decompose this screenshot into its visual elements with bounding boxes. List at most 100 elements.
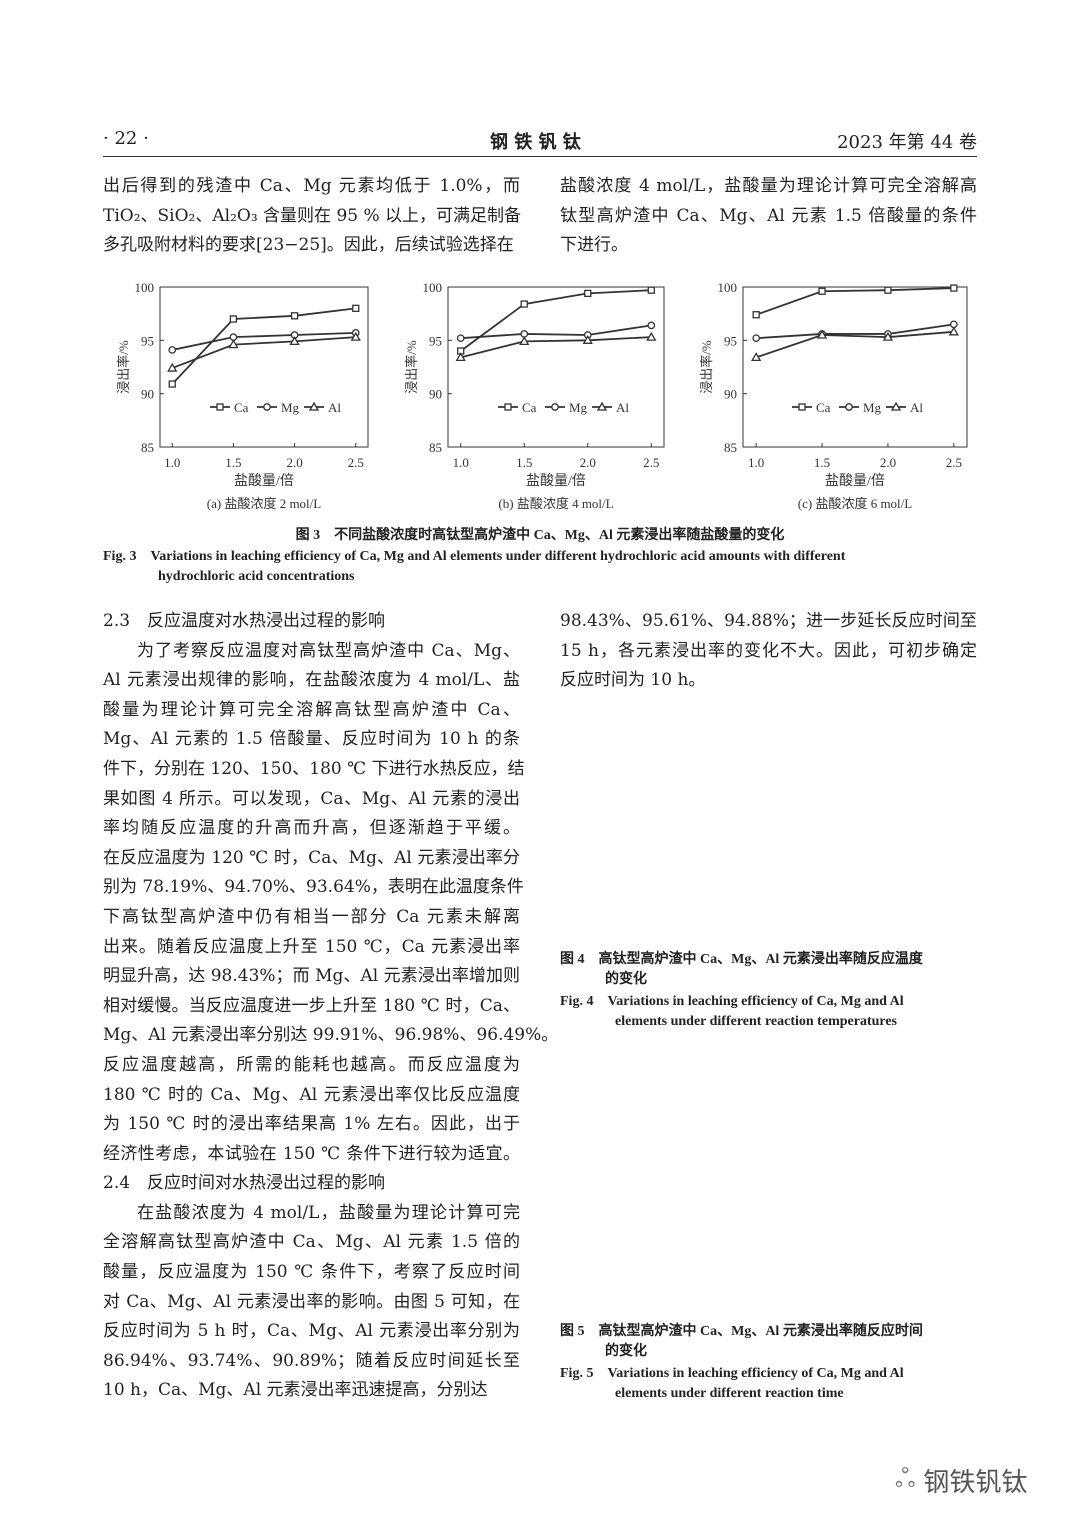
fig3-caption-en: Fig. 3 Variations in leaching efficiency… (103, 549, 846, 564)
y-tick-label: 95 (141, 333, 154, 348)
text-line: 件下，分别在 120、150、180 ℃ 下进行水热反应，结 (103, 758, 525, 779)
fig5-caption-en: Fig. 5 Variations in leaching efficiency… (560, 1366, 904, 1381)
legend-marker-mg (551, 403, 559, 411)
legend-marker-mg (845, 403, 853, 411)
fig4-caption-cn-2: 的变化 (605, 972, 647, 987)
data-point-al (350, 331, 361, 341)
series-line-ca (460, 289, 652, 352)
data-point-al (519, 336, 530, 346)
series-line-al (755, 330, 954, 359)
x-tick-label: 1.0 (453, 455, 469, 470)
legend-label: Al (616, 400, 629, 415)
data-point-ca (584, 289, 592, 298)
text-line: Al 元素浸出规律的影响，在盐酸浓度为 4 mol/L、盐 (103, 670, 520, 691)
x-tick-label: 2.0 (286, 455, 302, 470)
journal-title: 钢 铁 钒 钛 (490, 132, 581, 153)
series-line-mg (460, 324, 652, 340)
data-point-al (228, 339, 239, 349)
y-tick-label: 85 (724, 440, 737, 455)
text-line: 反应时间为 5 h 时，Ca、Mg、Al 元素浸出率分别为 (103, 1321, 520, 1342)
right-column-top: 盐酸浓度 4 mol/L，盐酸量为理论计算可完全溶解高 钛型高炉渣中 Ca、Mg、… (560, 172, 977, 261)
text-line: Mg、Al 元素的 1.5 倍酸量、反应时间为 10 h 的条 (103, 729, 520, 750)
chart-title: (c) 盐酸浓度 6 mol/L (798, 496, 913, 511)
text-line: 下进行。 (560, 235, 628, 256)
data-point-mg (168, 346, 177, 354)
text-line: 对 Ca、Mg、Al 元素浸出率的影响。由图 5 可知，在 (103, 1291, 520, 1312)
text-line: 钛型高炉渣中 Ca、Mg、Al 元素 1.5 倍酸量的条件 (560, 205, 977, 226)
header-rule (103, 156, 977, 157)
text-line: 2.4 反应时间对水热浸出过程的影响 (103, 1173, 386, 1194)
legend-label: Al (328, 400, 341, 415)
x-tick-label: 1.0 (748, 455, 764, 470)
data-point-ca (290, 312, 299, 320)
text-line: 酸量，反应温度为 150 ℃ 条件下，考察了反应时间 (103, 1262, 520, 1283)
legend-marker-ca (798, 403, 806, 411)
y-tick-label: 100 (718, 280, 738, 295)
chart-title: (b) 盐酸浓度 4 mol/L (498, 496, 613, 511)
legend-marker-mg (263, 403, 271, 411)
x-tick-label: 2.0 (880, 455, 896, 470)
left-column-top: 出后得到的残渣中 Ca、Mg 元素均低于 1.0%，而 TiO₂、SiO₂、Al₂… (103, 172, 522, 261)
data-point-al (455, 352, 466, 362)
data-point-ca (950, 284, 958, 292)
legend-marker-ca (504, 403, 512, 411)
text-line: 多孔吸附材料的要求[23−25]。因此，后续试验选择在 (103, 235, 514, 256)
fig4-caption-cn: 图 4 高钛型高炉渣中 Ca、Mg、Al 元素浸出率随反应温度 (560, 952, 923, 967)
x-tick-label: 1.0 (164, 455, 180, 470)
y-axis-label: 浸出率/% (404, 340, 419, 394)
chart-0: 85 90 95 100 1.0 1.5 2.0 2.5 盐酸量/倍 浸出率/% (a) 盐酸浓度 … (116, 280, 369, 511)
data-point-ca (229, 315, 238, 323)
data-point-ca (168, 380, 176, 388)
text-line: 86.94%、93.74%、90.89%；随着反应时间延长至 (103, 1350, 520, 1371)
text-line: 酸量为理论计算可完全溶解高钛型高炉渣中 Ca、 (103, 699, 520, 720)
data-point-al (167, 362, 178, 372)
figure-3: 85 90 95 100 1.0 1.5 2.0 2.5 盐酸量/倍 浸出率/% (a) 盐酸浓度 … (116, 280, 968, 511)
x-tick-label: 1.5 (225, 455, 241, 470)
fig5-caption-en-2: elements under different reaction time (615, 1386, 844, 1401)
issue-info: 2023 年第 44 卷 (837, 132, 977, 153)
text-line: 98.43%、95.61%、94.88%；进一步延长反应时间至 (560, 611, 977, 631)
legend-label: Ca (522, 400, 537, 415)
legend-label: Al (910, 400, 923, 415)
text-line: 果如图 4 所示。可以发现，Ca、Mg、Al 元素的浸出 (103, 788, 520, 809)
data-point-ca (752, 311, 760, 319)
data-point-al (582, 335, 593, 344)
legend-label: Ca (816, 400, 831, 415)
y-tick-label: 90 (724, 387, 737, 402)
fig5-caption-cn: 图 5 高钛型高炉渣中 Ca、Mg、Al 元素浸出率随反应时间 (560, 1324, 923, 1339)
fig5-caption-cn-2: 的变化 (605, 1344, 647, 1359)
data-point-ca (352, 304, 360, 312)
text-line: 相对缓慢。当反应温度进一步上升至 180 ℃ 时，Ca、 (103, 995, 520, 1016)
data-point-mg (752, 334, 761, 343)
data-point-mg (456, 334, 465, 343)
left-column-body: 2.3 反应温度对水热浸出过程的影响 为了考察反应温度对高钛型高炉渣中 Ca、Mg… (103, 607, 558, 1406)
right-column-body: 98.43%、95.61%、94.88%；进一步延长反应时间至 15 h，各元素浸… (560, 607, 977, 696)
x-tick-label: 2.5 (946, 455, 962, 470)
data-point-al (751, 352, 762, 362)
data-point-al (289, 336, 300, 346)
data-point-mg (647, 321, 656, 330)
chart-title: (a) 盐酸浓度 2 mol/L (207, 496, 322, 511)
legend-marker-al (596, 401, 608, 411)
series-line-ca (755, 287, 954, 316)
y-tick-label: 85 (141, 440, 154, 455)
text-line: 率均随反应温度的升高而升高，但逐渐趋于平缓。 (103, 818, 520, 839)
x-axis-label: 盐酸量/倍 (825, 473, 885, 489)
y-tick-label: 95 (724, 333, 737, 348)
y-axis-label: 浸出率/% (116, 340, 131, 394)
legend-marker-al (890, 401, 902, 411)
x-tick-label: 2.5 (348, 455, 364, 470)
data-point-ca (818, 287, 826, 295)
y-tick-label: 90 (429, 387, 442, 402)
text-line: 为 150 ℃ 时的浸出率结果高 1% 左右。因此，出于 (103, 1114, 520, 1135)
text-line: 出后得到的残渣中 Ca、Mg 元素均低于 1.0%，而 (103, 176, 520, 196)
text-line: TiO₂、SiO₂、Al₂O₃ 含量则在 95 % 以上，可满足制备 (103, 205, 522, 226)
data-point-ca (884, 286, 892, 294)
text-line: 180 ℃ 时的 Ca、Mg、Al 元素浸出率仅比反应温度 (103, 1084, 520, 1105)
series-line-al (460, 336, 652, 359)
data-point-al (816, 329, 828, 339)
data-point-ca (647, 286, 655, 294)
series-line-ca (171, 307, 356, 385)
